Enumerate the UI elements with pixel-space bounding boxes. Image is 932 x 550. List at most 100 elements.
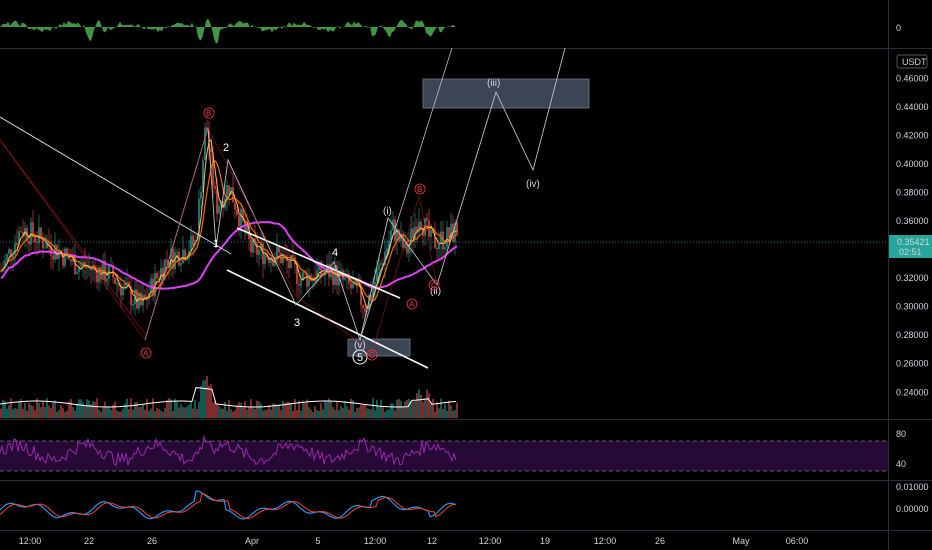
candle-body [0, 270, 2, 272]
volume-bar [104, 401, 106, 418]
volume-bar [376, 399, 378, 418]
volume-bar [418, 389, 420, 418]
volume-bar [264, 409, 266, 418]
candle-body [176, 251, 178, 253]
volume-bar [112, 404, 114, 418]
volume-bar [386, 409, 388, 418]
candle-body [382, 263, 384, 265]
volume-bar [390, 403, 392, 418]
volume-bar [148, 410, 150, 418]
volume-bar [252, 407, 254, 418]
candle-body [200, 191, 202, 199]
candle-body [42, 238, 44, 249]
volume-bar [70, 398, 72, 418]
candle-body [394, 219, 396, 242]
candle-body [74, 256, 76, 274]
volume-bar [318, 411, 320, 418]
volume-bar [392, 403, 394, 418]
volume-bar [266, 409, 268, 418]
volume-bar [214, 400, 216, 418]
red-label-b2: B [417, 185, 422, 194]
candle-body [274, 259, 276, 266]
candle-body [180, 263, 182, 266]
volume-bar [388, 409, 390, 418]
price-tick-8: 0.30000 [896, 302, 929, 312]
volume-bar [176, 402, 178, 418]
volume-bar [152, 398, 154, 418]
wave-label-4: 4 [332, 247, 338, 259]
candle-body [204, 127, 206, 161]
candle-body [306, 272, 308, 287]
candle-body [146, 296, 148, 299]
volume-bar [424, 399, 426, 418]
candle-body [350, 283, 352, 289]
signal-line [0, 493, 457, 520]
candle-body [414, 226, 416, 239]
volume-bar [356, 407, 358, 418]
volume-bar [444, 404, 446, 418]
price-tick-5: 0.36000 [896, 216, 929, 226]
volume-bar [306, 399, 308, 418]
candle-body [390, 230, 392, 241]
volume-bar [338, 410, 340, 418]
candle-body [368, 295, 370, 311]
candle-body [156, 272, 158, 279]
volume-bar [52, 402, 54, 418]
target-zone-box [422, 78, 590, 109]
time-tick-7: 12:00 [479, 536, 502, 546]
volume-bar [258, 401, 260, 418]
volume-bar [364, 404, 366, 418]
candle-body [256, 242, 258, 255]
volume-bar [320, 403, 322, 418]
candle-body [334, 265, 336, 285]
candle-body [420, 221, 422, 230]
candle-body [168, 262, 170, 268]
candle-body [16, 243, 18, 246]
volume-bar [180, 404, 182, 418]
volume-bar [404, 401, 406, 418]
candle-body [100, 267, 102, 280]
volume-bar [234, 410, 236, 418]
candle-body [242, 208, 244, 221]
candle-body [50, 245, 52, 256]
currency-label-box [896, 54, 928, 69]
volume-bar [160, 410, 162, 418]
volume-bar [128, 409, 130, 418]
volume-bar [288, 402, 290, 418]
time-tick-0: 12:00 [19, 536, 42, 546]
volume-bar [162, 411, 164, 418]
volume-bar [300, 410, 302, 418]
time-tick-1: 22 [84, 536, 94, 546]
volume-bar [110, 409, 112, 418]
candle-body [430, 229, 432, 237]
wave-label-iii: (iii) [487, 78, 500, 89]
volume-bar [208, 385, 210, 418]
volume-bar [426, 389, 428, 418]
candle-body [344, 277, 346, 280]
candle-body [14, 243, 16, 256]
candle-body [410, 228, 412, 245]
candle-body [416, 226, 418, 233]
candle-body [18, 231, 20, 246]
volume-bar [296, 410, 298, 418]
volume-bar [4, 401, 6, 418]
volume-bar [136, 402, 138, 418]
volume-bar [250, 399, 252, 418]
candle-body [244, 220, 246, 232]
volume-bar [118, 411, 120, 418]
candle-body [106, 278, 108, 282]
candle-body [402, 233, 404, 248]
time-tick-3: Apr [245, 536, 259, 546]
candle-body [214, 186, 216, 189]
rsi-tick-40: 40 [896, 459, 906, 469]
candle-body [418, 221, 420, 233]
candle-body [398, 229, 400, 242]
time-tick-2: 26 [147, 536, 157, 546]
candle-body [384, 251, 386, 265]
candle-body [436, 247, 438, 250]
candle-body [216, 188, 218, 214]
candle-body [240, 208, 242, 227]
volume-bar [12, 409, 14, 418]
volume-bar [328, 398, 330, 418]
